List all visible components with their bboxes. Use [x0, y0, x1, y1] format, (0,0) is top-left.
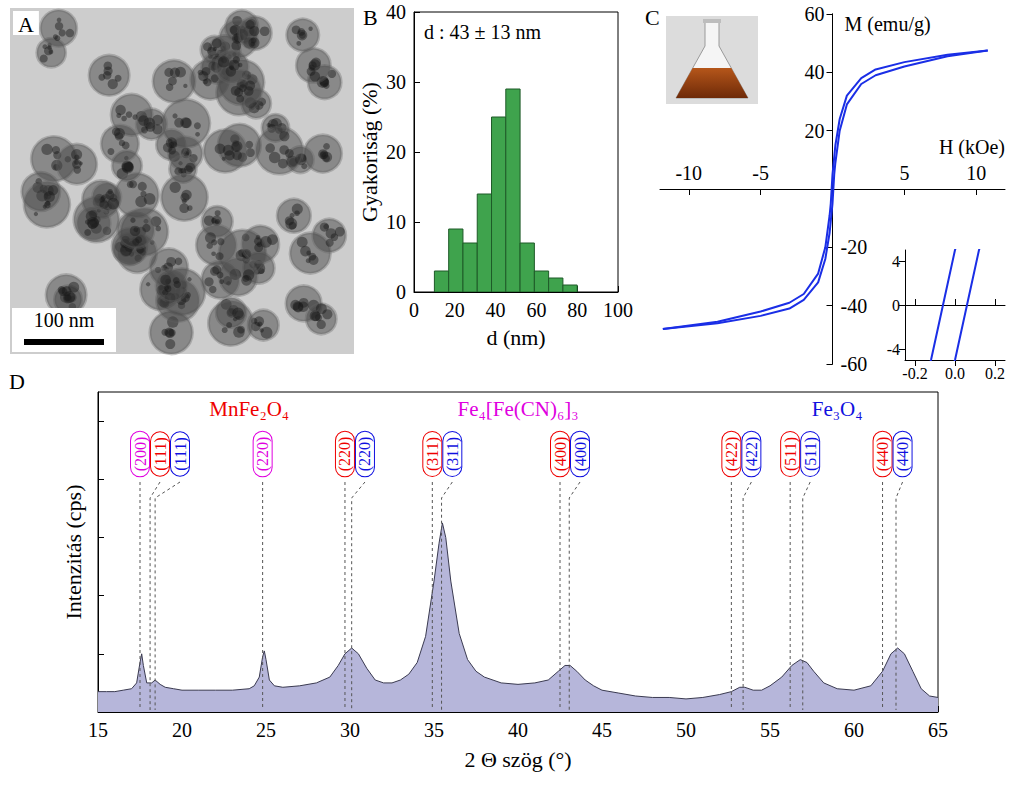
svg-text:15: 15 [88, 719, 108, 741]
svg-text:4: 4 [892, 253, 900, 270]
svg-text:Intenzitás (cps): Intenzitás (cps) [61, 485, 86, 620]
svg-text:(200): (200) [132, 437, 150, 472]
svg-text:60: 60 [805, 3, 825, 25]
svg-text:(220): (220) [356, 437, 374, 472]
svg-text:20: 20 [445, 299, 465, 321]
svg-text:(400): (400) [572, 437, 590, 472]
svg-text:5: 5 [899, 162, 909, 184]
svg-text:55: 55 [760, 719, 780, 741]
svg-text:-60: -60 [841, 353, 868, 375]
svg-text:40: 40 [508, 719, 528, 741]
svg-text:45: 45 [592, 719, 612, 741]
svg-text:40: 40 [386, 1, 406, 23]
svg-text:(311): (311) [424, 437, 442, 471]
svg-text:(511): (511) [782, 437, 800, 471]
svg-text:M (emu/g): M (emu/g) [845, 13, 931, 36]
svg-text:-10: -10 [675, 162, 702, 184]
svg-text:35: 35 [424, 719, 444, 741]
svg-text:60: 60 [844, 719, 864, 741]
svg-text:-40: -40 [841, 295, 868, 317]
svg-text:30: 30 [340, 719, 360, 741]
svg-text:(311): (311) [444, 437, 462, 471]
svg-text:MnFe₂O₄: MnFe₂O₄ [209, 397, 289, 421]
svg-text:60: 60 [526, 299, 546, 321]
svg-text:(511): (511) [802, 437, 820, 471]
svg-text:100 nm: 100 nm [34, 309, 95, 331]
svg-text:A: A [18, 12, 34, 37]
svg-text:0.0: 0.0 [945, 365, 965, 382]
svg-text:30: 30 [386, 71, 406, 93]
svg-text:20: 20 [172, 719, 192, 741]
svg-text:40: 40 [805, 61, 825, 83]
svg-text:(440): (440) [874, 437, 892, 472]
svg-text:0: 0 [396, 281, 406, 303]
svg-text:(400): (400) [552, 437, 570, 472]
svg-text:(422): (422) [723, 437, 741, 472]
svg-text:-4: -4 [887, 341, 900, 358]
svg-text:Fe₃O₄: Fe₃O₄ [812, 397, 863, 421]
svg-text:(422): (422) [743, 437, 761, 472]
svg-text:B: B [363, 5, 378, 30]
svg-text:40: 40 [486, 299, 506, 321]
svg-text:10: 10 [966, 162, 986, 184]
svg-text:(440): (440) [894, 437, 912, 472]
svg-text:H (kOe): H (kOe) [939, 136, 1005, 159]
svg-text:25: 25 [256, 719, 276, 741]
svg-text:0: 0 [409, 299, 419, 321]
svg-text:80: 80 [567, 299, 587, 321]
svg-text:Gyakoriság (%): Gyakoriság (%) [357, 82, 382, 222]
svg-text:-0.2: -0.2 [902, 365, 927, 382]
svg-text:20: 20 [386, 141, 406, 163]
svg-text:100: 100 [603, 299, 633, 321]
svg-text:d : 43 ± 13 nm: d : 43 ± 13 nm [424, 21, 542, 43]
svg-text:0.2: 0.2 [985, 365, 1005, 382]
svg-text:50: 50 [676, 719, 696, 741]
svg-text:D: D [9, 369, 25, 394]
svg-text:2 Θ szög (°): 2 Θ szög (°) [464, 747, 571, 772]
svg-text:10: 10 [386, 211, 406, 233]
svg-text:20: 20 [805, 120, 825, 142]
svg-text:C: C [645, 5, 660, 30]
svg-text:Fe₄[Fe(CN)₆]₃: Fe₄[Fe(CN)₆]₃ [457, 397, 578, 421]
svg-text:-20: -20 [841, 236, 868, 258]
svg-text:0: 0 [892, 297, 900, 314]
svg-text:65: 65 [928, 719, 948, 741]
svg-text:(220): (220) [254, 437, 272, 472]
svg-text:(111): (111) [172, 437, 190, 470]
svg-text:(220): (220) [336, 437, 354, 472]
svg-text:d (nm): d (nm) [486, 325, 545, 350]
svg-text:(111): (111) [152, 437, 170, 470]
svg-text:-5: -5 [752, 162, 769, 184]
